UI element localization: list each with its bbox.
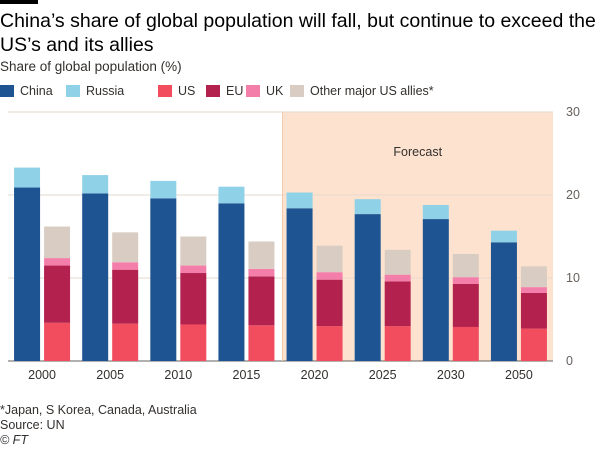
bar-us-2030 [452,326,479,361]
bar-other-major-us-allies-2005 [112,232,139,263]
bar-us-2015 [248,325,275,361]
bar-uk-2005 [112,262,139,270]
x-tick-label-2010: 2010 [164,368,192,382]
bar-us-2020 [316,326,343,361]
bar-uk-2000 [44,258,71,266]
legend-label-eu: EU [226,84,244,98]
legend-label-other-allies: Other major US allies* [310,84,434,98]
header-accent-bar [0,0,38,4]
bar-china-2010 [150,198,177,361]
bar-uk-2050 [520,287,547,293]
bar-us-2010 [180,324,207,361]
legend-swatch-us [158,85,172,97]
bar-eu-2020 [316,279,343,327]
legend-label-us: US [178,84,196,98]
source-note: Source: UN [0,418,65,432]
y-tick-label: 20 [566,188,580,202]
bar-russia-2015 [218,186,245,204]
footnote: *Japan, S Korea, Canada, Australia [0,403,197,417]
legend-label-china: China [20,84,53,98]
bar-other-major-us-allies-2025 [384,249,411,275]
legend-label-uk: UK [266,84,284,98]
bar-uk-2025 [384,274,411,282]
bar-other-major-us-allies-2015 [248,241,275,269]
y-tick-label: 0 [566,354,573,368]
x-tick-label-2025: 2025 [369,368,397,382]
bar-china-2025 [354,214,381,361]
bar-russia-2010 [150,180,177,199]
bar-uk-2020 [316,272,343,280]
bar-eu-2005 [112,269,139,324]
bar-russia-2025 [354,199,381,215]
bar-russia-2020 [286,192,313,209]
x-tick-label-2030: 2030 [437,368,465,382]
bar-russia-2050 [490,230,517,243]
forecast-label: Forecast [393,145,442,159]
bar-other-major-us-allies-2010 [180,236,207,266]
bar-other-major-us-allies-2050 [520,266,547,288]
legend-label-russia: Russia [86,84,125,98]
bar-russia-2030 [422,204,449,220]
chart-subtitle: Share of global population (%) [0,59,182,74]
bar-china-2015 [218,203,245,361]
bar-eu-2010 [180,273,207,325]
bar-other-major-us-allies-2030 [452,253,479,278]
bar-other-major-us-allies-2020 [316,245,343,273]
bar-china-2020 [286,208,313,361]
bar-eu-2050 [520,292,547,329]
bar-china-2030 [422,219,449,361]
bar-other-major-us-allies-2000 [44,226,71,259]
bar-eu-2015 [248,276,275,326]
x-tick-label-2050: 2050 [505,368,533,382]
chart-title: China’s share of global population will … [0,10,596,56]
legend-swatch-russia [66,85,80,97]
bar-russia-2000 [14,167,41,188]
bar-eu-2000 [44,265,71,323]
x-tick-label-2000: 2000 [28,368,56,382]
bar-russia-2005 [82,175,109,194]
x-tick-label-2015: 2015 [233,368,261,382]
bar-eu-2030 [452,283,479,327]
bar-china-2005 [82,193,109,361]
bar-china-2050 [490,242,517,361]
bar-china-2000 [14,187,41,361]
y-tick-label: 30 [566,105,580,119]
legend-swatch-uk [246,85,260,97]
legend-swatch-other-allies [290,85,304,97]
legend: China Russia US EU UK Other major US all… [0,82,600,102]
legend-swatch-china [0,85,14,97]
bar-uk-2010 [180,265,207,274]
copyright: © FT [0,433,28,447]
y-tick-label: 10 [566,271,580,285]
x-tick-label-2005: 2005 [96,368,124,382]
bar-us-2025 [384,326,411,361]
bar-eu-2025 [384,281,411,327]
bar-uk-2015 [248,268,275,277]
bar-us-2005 [112,323,139,361]
bar-uk-2030 [452,277,479,284]
x-tick-label-2020: 2020 [301,368,329,382]
bar-us-2050 [520,328,547,361]
bar-us-2000 [44,322,71,361]
legend-swatch-eu [206,85,220,97]
